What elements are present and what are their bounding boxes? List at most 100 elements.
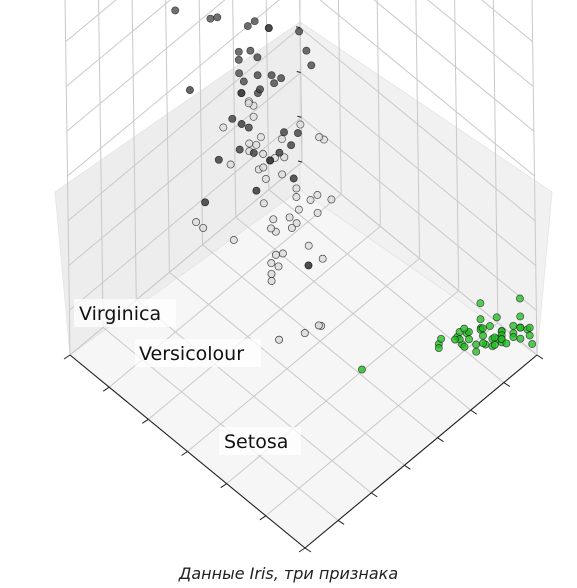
- data-point-virginica: [305, 262, 312, 269]
- data-point-virginica: [254, 72, 261, 79]
- data-point-versicolour: [267, 225, 274, 232]
- data-point-versicolour: [272, 251, 279, 258]
- data-point-virginica: [268, 72, 275, 79]
- x-tick-mark: [299, 548, 305, 552]
- x-tick-mark: [221, 484, 227, 488]
- data-point-setosa: [517, 335, 524, 342]
- data-point-setosa: [477, 300, 484, 307]
- data-point-virginica: [308, 62, 315, 69]
- y-tick-mark: [504, 383, 510, 387]
- data-point-versicolour: [293, 185, 300, 192]
- axes-panes: [55, 22, 552, 548]
- data-point-versicolour: [319, 255, 326, 262]
- data-point-versicolour: [279, 171, 286, 178]
- label-virginica: Virginica: [79, 303, 161, 325]
- data-point-virginica: [244, 23, 251, 30]
- data-point-versicolour: [245, 100, 252, 107]
- data-point-versicolour: [286, 214, 293, 221]
- data-point-virginica: [250, 149, 257, 156]
- data-point-virginica: [278, 75, 285, 82]
- data-point-setosa: [516, 295, 523, 302]
- data-point-virginica: [214, 14, 221, 21]
- data-point-versicolour: [260, 200, 267, 207]
- y-tick-mark: [537, 355, 543, 359]
- data-point-setosa: [465, 336, 472, 343]
- data-point-setosa: [438, 335, 445, 342]
- y-tick-mark: [404, 465, 410, 469]
- data-point-versicolour: [279, 250, 286, 257]
- data-point-setosa: [493, 314, 500, 321]
- data-point-setosa: [451, 336, 458, 343]
- y-tick-mark: [371, 493, 377, 497]
- data-point-virginica: [288, 142, 295, 149]
- data-point-setosa: [479, 332, 486, 339]
- data-point-versicolour: [193, 219, 200, 226]
- data-point-setosa: [480, 340, 487, 347]
- data-point-virginica: [251, 18, 258, 25]
- data-point-versicolour: [268, 270, 275, 277]
- data-point-versicolour: [220, 124, 227, 131]
- data-point-virginica: [296, 28, 303, 35]
- data-point-setosa: [510, 322, 517, 329]
- data-point-virginica: [172, 7, 179, 14]
- data-point-versicolour: [260, 150, 267, 157]
- data-point-setosa: [526, 324, 533, 331]
- data-point-versicolour: [328, 196, 335, 203]
- data-point-setosa: [477, 316, 484, 323]
- data-point-versicolour: [200, 224, 207, 231]
- data-point-virginica: [207, 15, 214, 22]
- cluster-label-virginica: Virginica: [74, 299, 176, 327]
- x-tick-mark: [260, 516, 266, 520]
- data-point-virginica: [265, 25, 272, 32]
- data-point-virginica: [276, 149, 283, 156]
- data-point-virginica: [303, 47, 310, 54]
- data-point-versicolour: [262, 175, 269, 182]
- data-point-virginica: [186, 87, 193, 94]
- data-point-setosa: [517, 324, 524, 331]
- data-point-versicolour: [230, 236, 237, 243]
- data-point-versicolour: [268, 260, 275, 267]
- data-point-virginica: [240, 78, 247, 85]
- grid-line-left-wall-z: [298, 0, 533, 42]
- data-point-virginica: [215, 156, 222, 163]
- data-point-setosa: [529, 340, 536, 347]
- data-point-virginica: [229, 115, 236, 122]
- data-point-setosa: [491, 341, 498, 348]
- data-point-versicolour: [253, 141, 260, 148]
- data-point-virginica: [290, 175, 297, 182]
- data-point-versicolour: [275, 263, 282, 270]
- data-point-versicolour: [301, 330, 308, 337]
- data-point-versicolour: [314, 209, 321, 216]
- label-versicolour: Versicolour: [139, 343, 244, 365]
- data-point-versicolour: [316, 134, 323, 141]
- data-point-virginica: [235, 56, 242, 63]
- data-point-virginica: [280, 129, 287, 136]
- data-point-versicolour: [268, 277, 275, 284]
- data-point-versicolour: [288, 224, 295, 231]
- data-point-setosa: [503, 340, 510, 347]
- data-point-versicolour: [307, 196, 314, 203]
- y-tick-mark: [305, 548, 311, 552]
- data-point-setosa: [510, 334, 517, 341]
- data-point-setosa: [491, 334, 498, 341]
- data-point-versicolour: [314, 191, 321, 198]
- data-point-setosa: [479, 325, 486, 332]
- data-point-versicolour: [295, 206, 302, 213]
- data-point-virginica: [267, 157, 274, 164]
- x-tick-mark: [182, 452, 188, 456]
- data-point-virginica: [202, 199, 209, 206]
- x-tick-mark: [64, 355, 70, 359]
- data-point-versicolour: [315, 322, 322, 329]
- data-point-versicolour: [305, 242, 312, 249]
- data-point-versicolour: [227, 161, 234, 168]
- data-point-setosa: [435, 345, 442, 352]
- data-point-virginica: [236, 70, 243, 77]
- data-point-setosa: [358, 366, 365, 373]
- data-point-setosa: [461, 325, 468, 332]
- data-point-versicolour: [278, 136, 285, 143]
- x-tick-mark: [103, 387, 109, 391]
- data-point-virginica: [236, 146, 243, 153]
- data-point-setosa: [461, 343, 468, 350]
- data-point-versicolour: [276, 336, 283, 343]
